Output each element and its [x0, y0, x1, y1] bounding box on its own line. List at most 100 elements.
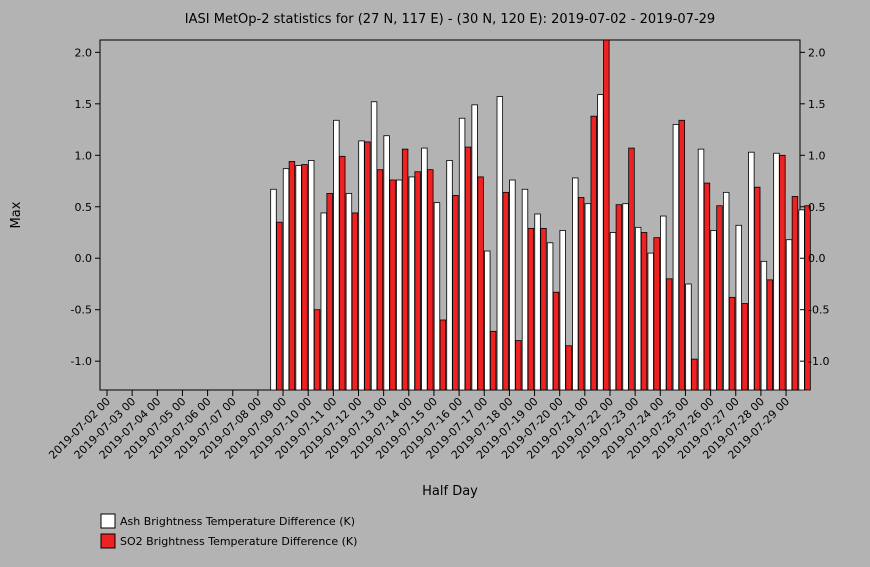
y-tick-label-left-3: 0.5 [75, 201, 93, 214]
y-tick-label-left-4: 0.0 [75, 252, 93, 265]
ash-bar-55 [798, 209, 805, 391]
so2-bar-34 [540, 227, 547, 391]
so2-bar-32 [515, 340, 522, 391]
ash-bar-24 [408, 176, 415, 391]
so2-bar-31 [502, 191, 509, 391]
so2-bar-24 [414, 171, 421, 391]
so2-bar-28 [464, 146, 472, 391]
so2-bar-26 [439, 319, 447, 391]
so2-bar-36 [565, 345, 572, 391]
ash-bar-54 [785, 239, 793, 391]
y-tick-label-left-1: 1.5 [75, 98, 93, 111]
y-tick-label-left-0: 2.0 [75, 46, 93, 59]
y-tick-label-right-3: 0.5 [808, 201, 826, 214]
ash-bar-38 [584, 203, 592, 391]
chart-title: IASI MetOp-2 statistics for (27 N, 117 E… [185, 12, 715, 27]
so2-bar-15 [301, 164, 308, 391]
y-ticks-group: 2.0 2.0 1.5 1.5 1.0 1.0 0.5 0.5 0.0 0.0 -0.5 -0.5 -1… [71, 46, 830, 368]
ash-bar-51 [748, 151, 755, 391]
ash-bar-17 [320, 212, 327, 391]
so2-bar-27 [452, 195, 459, 391]
y-tick-label-right-1: 1.5 [808, 98, 826, 111]
so2-bar-29 [477, 176, 484, 391]
y-tick-label-right-0: 2.0 [808, 46, 826, 59]
ash-bar-41 [622, 203, 629, 391]
ash-bar-33 [521, 188, 529, 391]
ash-bar-35 [546, 242, 554, 391]
ash-bar-15 [295, 165, 302, 391]
so2-bar-16 [313, 309, 321, 391]
ash-bar-14 [282, 168, 290, 391]
ash-bar-42 [634, 226, 642, 391]
so2-bar-50 [741, 303, 748, 391]
ash-bar-48 [710, 230, 717, 391]
so2-bar-22 [389, 179, 396, 391]
so2-bar-48 [716, 205, 723, 391]
ash-bar-45 [672, 124, 680, 391]
ash-bar-22 [383, 135, 390, 391]
ash-bar-34 [534, 213, 541, 391]
so2-bar-39 [603, 39, 610, 391]
bars-group [270, 39, 811, 391]
ash-bar-26 [433, 202, 441, 391]
so2-bar-25 [427, 169, 434, 391]
y-tick-label-left-2: 1.0 [75, 149, 93, 162]
ash-bar-37 [572, 177, 579, 391]
legend-label-so2: SO2 Brightness Temperature Difference (K… [120, 535, 357, 548]
ash-bar-50 [735, 224, 742, 391]
y-tick-label-right-6: -1.0 [808, 355, 829, 368]
so2-bar-21 [376, 169, 384, 391]
ash-bar-40 [609, 232, 617, 391]
so2-bar-17 [326, 192, 333, 391]
so2-bar-43 [653, 237, 660, 391]
so2-bar-44 [666, 278, 673, 391]
ash-bar-46 [685, 283, 692, 391]
so2-bar-55 [804, 205, 811, 391]
y-tick-label-right-2: 1.0 [808, 149, 826, 162]
so2-bar-46 [691, 358, 698, 391]
ash-bar-44 [660, 215, 667, 391]
so2-bar-33 [527, 227, 535, 391]
y-tick-label-left-6: -1.0 [71, 355, 92, 368]
y-tick-label-left-5: -0.5 [71, 304, 92, 317]
so2-bar-53 [779, 154, 786, 391]
legend: Ash Brightness Temperature Difference (K… [100, 513, 357, 549]
ash-bar-39 [597, 94, 604, 391]
so2-bar-49 [728, 296, 736, 391]
so2-bar-38 [590, 115, 597, 391]
so2-bar-30 [489, 330, 497, 391]
y-tick-label-right-5: -0.5 [808, 304, 829, 317]
so2-bar-42 [640, 232, 648, 391]
ash-bar-30 [484, 250, 491, 391]
legend-label-ash: Ash Brightness Temperature Difference (K… [120, 515, 355, 528]
ash-bar-28 [458, 117, 466, 391]
x-axis-label: Half Day [422, 484, 478, 499]
ash-bar-23 [396, 179, 403, 391]
legend-swatch-so2 [100, 533, 116, 549]
ash-bar-32 [509, 179, 516, 391]
ash-bar-20 [358, 140, 365, 391]
so2-bar-40 [615, 204, 623, 391]
so2-bar-14 [288, 161, 296, 391]
so2-bar-18 [339, 155, 346, 391]
so2-bar-41 [628, 147, 635, 391]
ash-bar-27 [446, 160, 453, 391]
so2-bar-23 [401, 148, 409, 391]
so2-bar-47 [703, 182, 711, 391]
so2-bar-19 [351, 212, 359, 391]
so2-bar-20 [364, 141, 371, 391]
ash-bar-52 [760, 260, 768, 391]
ash-bar-19 [345, 192, 353, 391]
ash-bar-13 [270, 188, 277, 391]
ash-bar-47 [697, 148, 705, 391]
legend-swatch-ash [100, 513, 116, 529]
ash-bar-49 [722, 191, 730, 391]
so2-bar-51 [754, 186, 761, 391]
ash-bar-25 [421, 147, 428, 391]
ash-bar-31 [496, 96, 504, 391]
ash-bar-53 [773, 152, 780, 391]
y-tick-label-right-4: 0.0 [808, 252, 826, 265]
